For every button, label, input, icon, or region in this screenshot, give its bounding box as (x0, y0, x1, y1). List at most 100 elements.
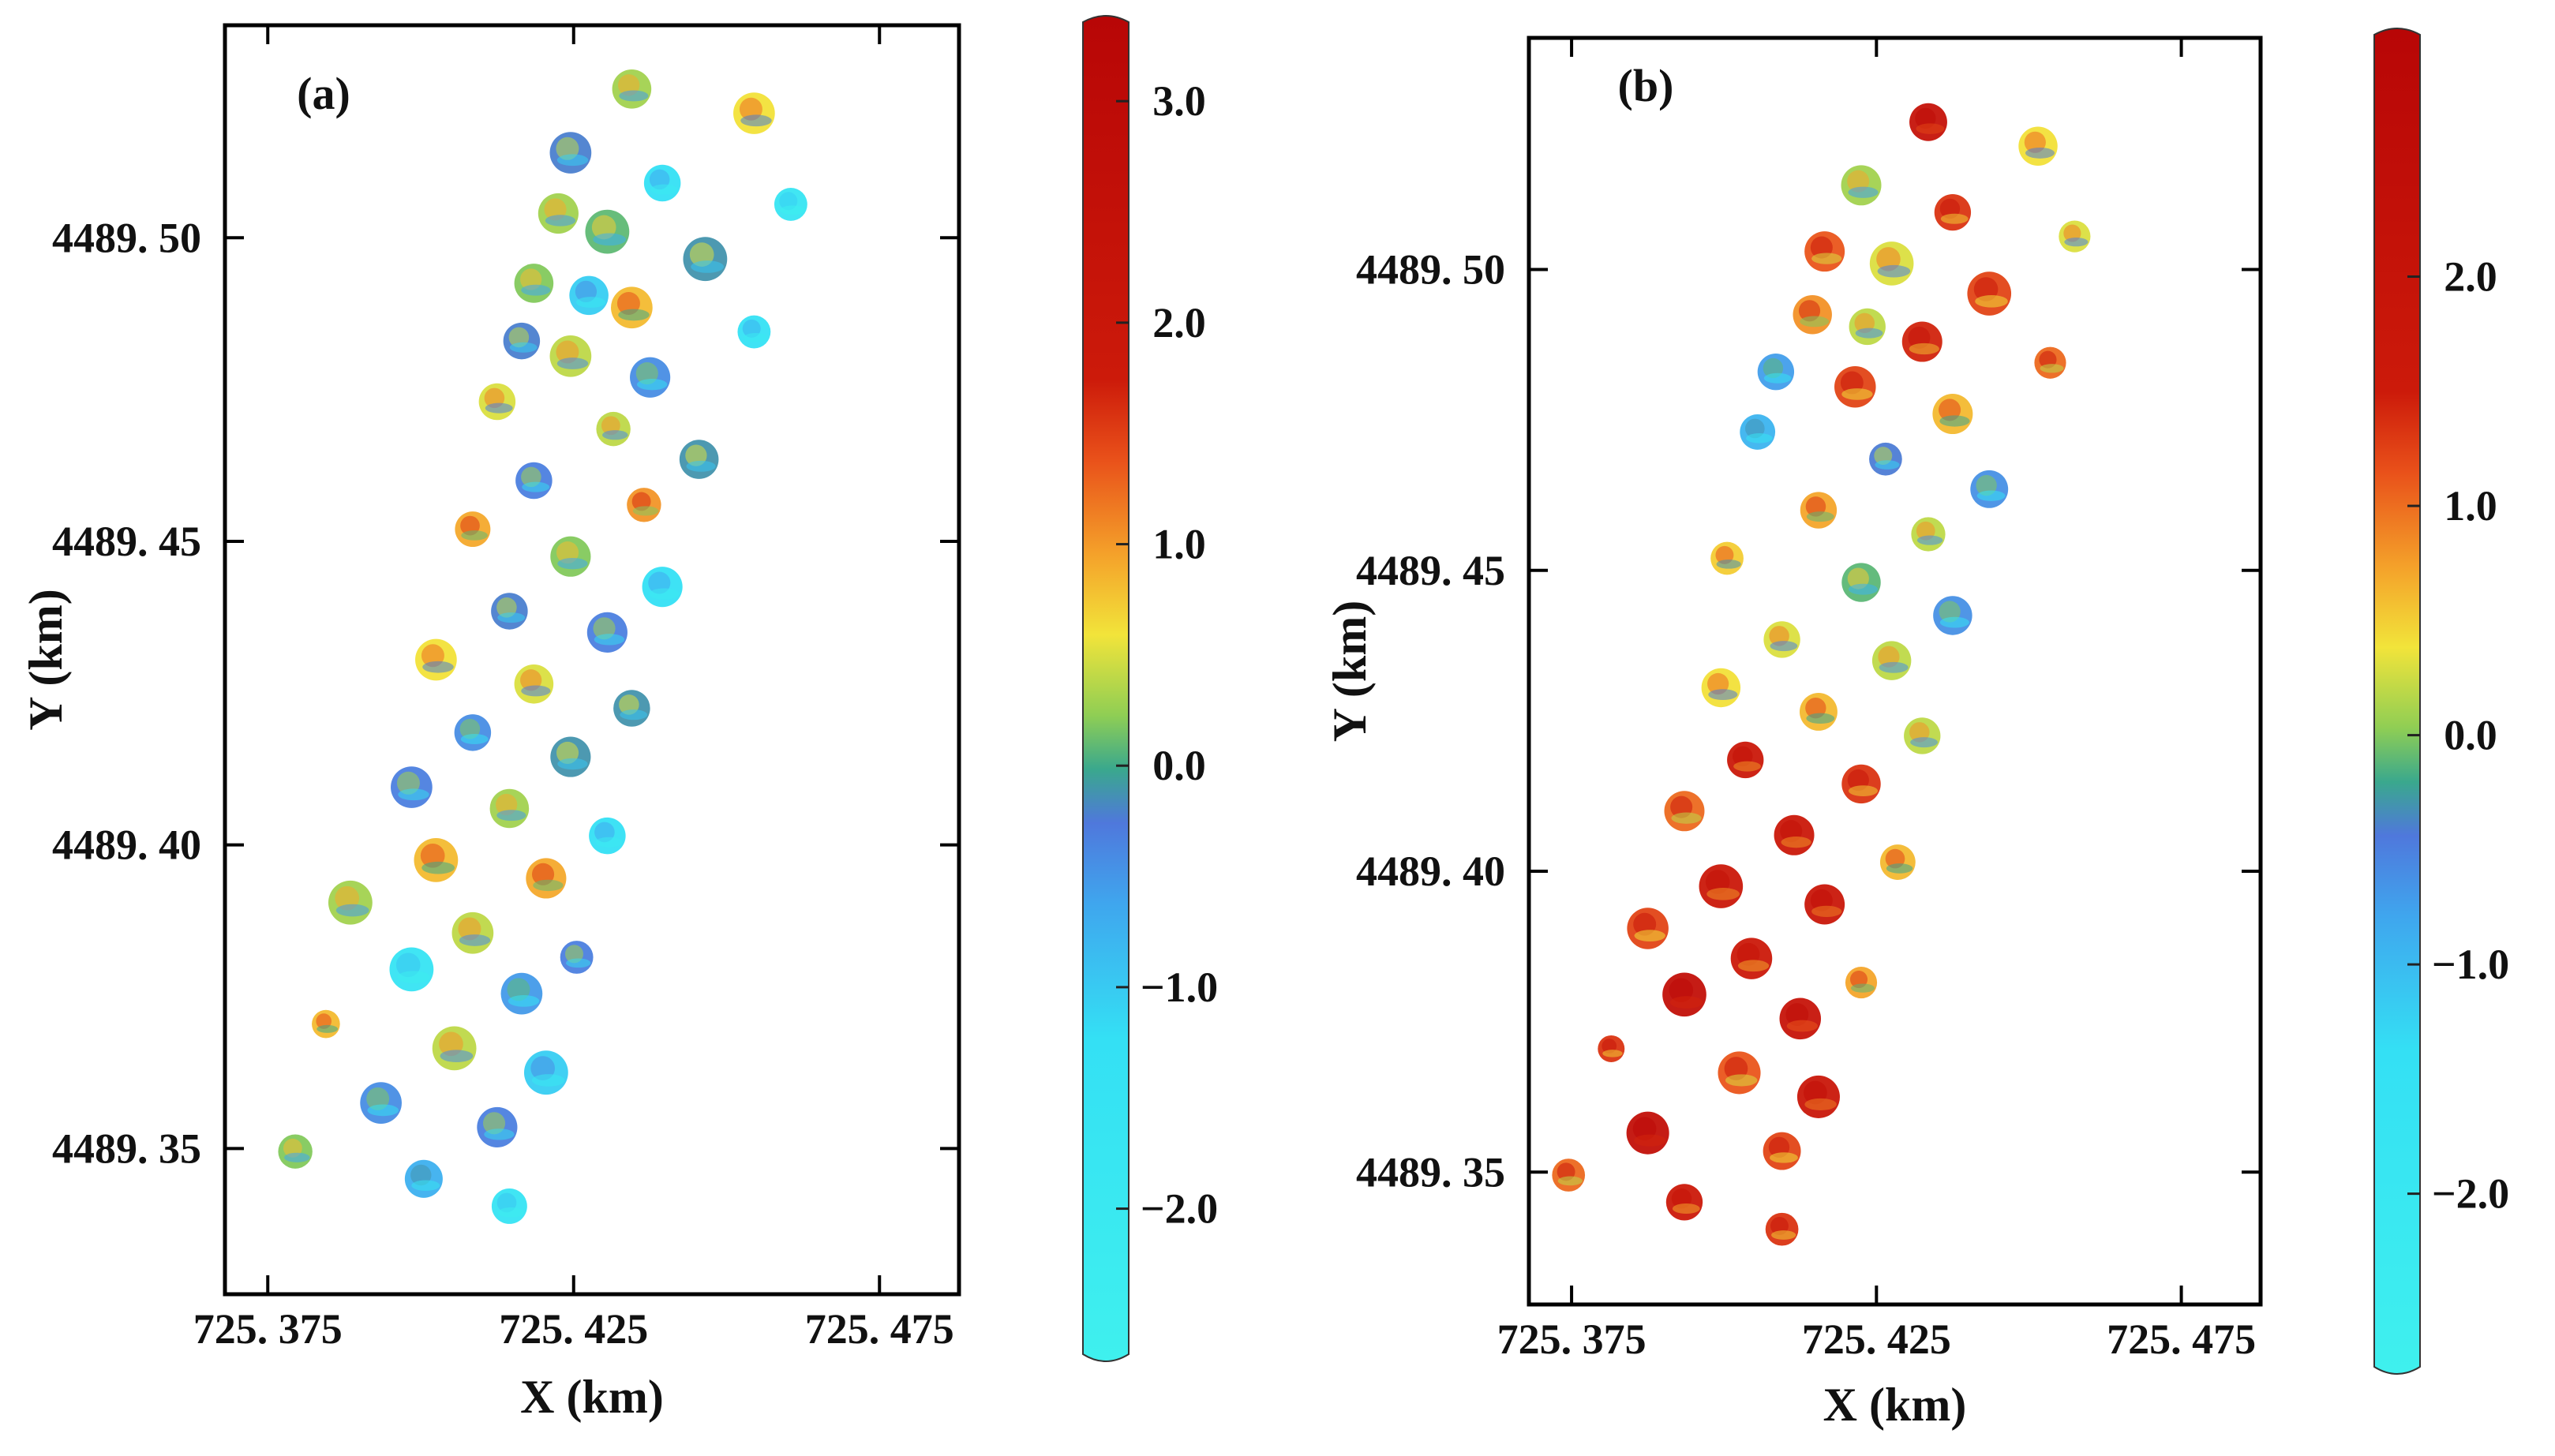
data-point (560, 941, 594, 974)
data-point (642, 567, 683, 608)
colorbar-tick-label: −2.0 (1141, 1185, 1218, 1233)
data-point (1869, 241, 1914, 286)
data-point (550, 736, 591, 777)
y-tick-label: 4489. 35 (52, 1125, 201, 1172)
data-point (503, 322, 541, 360)
data-point (278, 1134, 313, 1169)
data-point (1730, 938, 1773, 979)
data-point (1967, 271, 2012, 316)
data-point (478, 383, 516, 421)
x-tick-label: 725. 425 (1802, 1316, 1951, 1363)
data-point (586, 612, 628, 653)
colorbar-a: 3.0 2.0 1.0 0.0 −1.0 −2.0 (1082, 15, 1218, 1362)
data-point (2034, 346, 2066, 379)
data-point (1763, 621, 1800, 658)
data-point (514, 264, 554, 303)
data-point (451, 911, 494, 954)
colorbar-tick-label: 1.0 (2444, 482, 2497, 530)
y-axis-label: Y (km) (20, 589, 72, 730)
data-point (415, 638, 457, 681)
x-tick-label: 725. 475 (805, 1305, 954, 1353)
x-tick-label: 725. 375 (1497, 1316, 1647, 1363)
data-point (2018, 126, 2058, 166)
plot-frame-b (1527, 36, 2263, 1307)
y-tick-label: 4489. 45 (1356, 547, 1505, 594)
data-point (514, 664, 554, 704)
data-point (1799, 693, 1838, 731)
data-point (683, 237, 728, 282)
data-point (1796, 1075, 1840, 1118)
data-point (1757, 353, 1795, 391)
data-point (1662, 972, 1706, 1017)
y-tick-label: 4489. 45 (52, 518, 201, 565)
data-point (1552, 1158, 1586, 1192)
colorbar-body (1082, 15, 1130, 1362)
data-point (523, 1050, 568, 1095)
data-point (1740, 414, 1776, 450)
data-point (569, 275, 609, 316)
data-point (1627, 908, 1669, 949)
data-point (733, 92, 775, 134)
data-point (526, 858, 567, 899)
data-point (1849, 308, 1886, 346)
data-point (489, 788, 530, 829)
data-point (1970, 470, 2009, 508)
y-tick-label: 4489. 50 (1356, 246, 1505, 294)
data-point (1871, 641, 1912, 680)
data-point (477, 1106, 518, 1147)
data-point (1710, 541, 1744, 575)
data-point (549, 132, 592, 174)
data-point (1834, 365, 1876, 408)
x-axis-label: X (km) (1823, 1379, 1967, 1431)
x-tick-label: 725. 475 (2107, 1316, 2256, 1363)
colorbar-tick-label: −1.0 (2432, 941, 2509, 988)
data-point (491, 593, 528, 630)
data-point (1699, 864, 1744, 908)
data-point (1664, 791, 1705, 832)
data-point (612, 69, 652, 109)
data-point (1879, 844, 1916, 880)
data-point (627, 488, 661, 522)
data-point (1901, 321, 1942, 362)
y-tick-label: 4489. 50 (52, 214, 201, 261)
data-point (391, 766, 433, 808)
data-point (1763, 1132, 1801, 1170)
colorbar-tick-label: −1.0 (1141, 964, 1218, 1011)
data-point (1727, 741, 1764, 779)
data-point (1774, 814, 1815, 855)
data-point (414, 837, 459, 882)
data-point (1841, 563, 1881, 602)
panel-label: (a) (297, 68, 350, 119)
y-tick-label: 4489. 40 (52, 822, 201, 869)
data-point (774, 188, 807, 221)
data-point (585, 209, 630, 254)
data-point (515, 462, 553, 500)
y-axis-label: Y (km) (1324, 601, 1376, 742)
data-point (404, 1159, 443, 1198)
data-point (454, 714, 492, 751)
data-point (1934, 193, 1972, 231)
data-point (1701, 668, 1741, 708)
data-point (312, 1009, 340, 1039)
data-point (596, 411, 631, 447)
data-point (1909, 103, 1947, 141)
data-point (1932, 394, 1973, 435)
plot-frame-a (223, 23, 961, 1297)
data-point (1598, 1035, 1625, 1062)
colorbar-tick-label: 0.0 (1152, 742, 1206, 789)
colorbar-tick-label: −2.0 (2432, 1170, 2509, 1218)
data-point (1779, 997, 1822, 1040)
data-point (550, 536, 591, 577)
colorbar-b: 2.0 1.0 0.0 −1.0 −2.0 (2373, 28, 2509, 1375)
data-point (679, 440, 719, 479)
data-point (611, 286, 653, 329)
data-point (500, 972, 543, 1015)
data-point (1665, 1184, 1703, 1221)
data-point (1804, 231, 1845, 272)
x-tick-label: 725. 375 (193, 1305, 343, 1353)
data-point (1911, 517, 1946, 552)
colorbar-tick-label: 2.0 (1152, 299, 1206, 346)
data-point (538, 193, 579, 234)
data-point (328, 880, 373, 925)
data-point (1869, 442, 1902, 476)
